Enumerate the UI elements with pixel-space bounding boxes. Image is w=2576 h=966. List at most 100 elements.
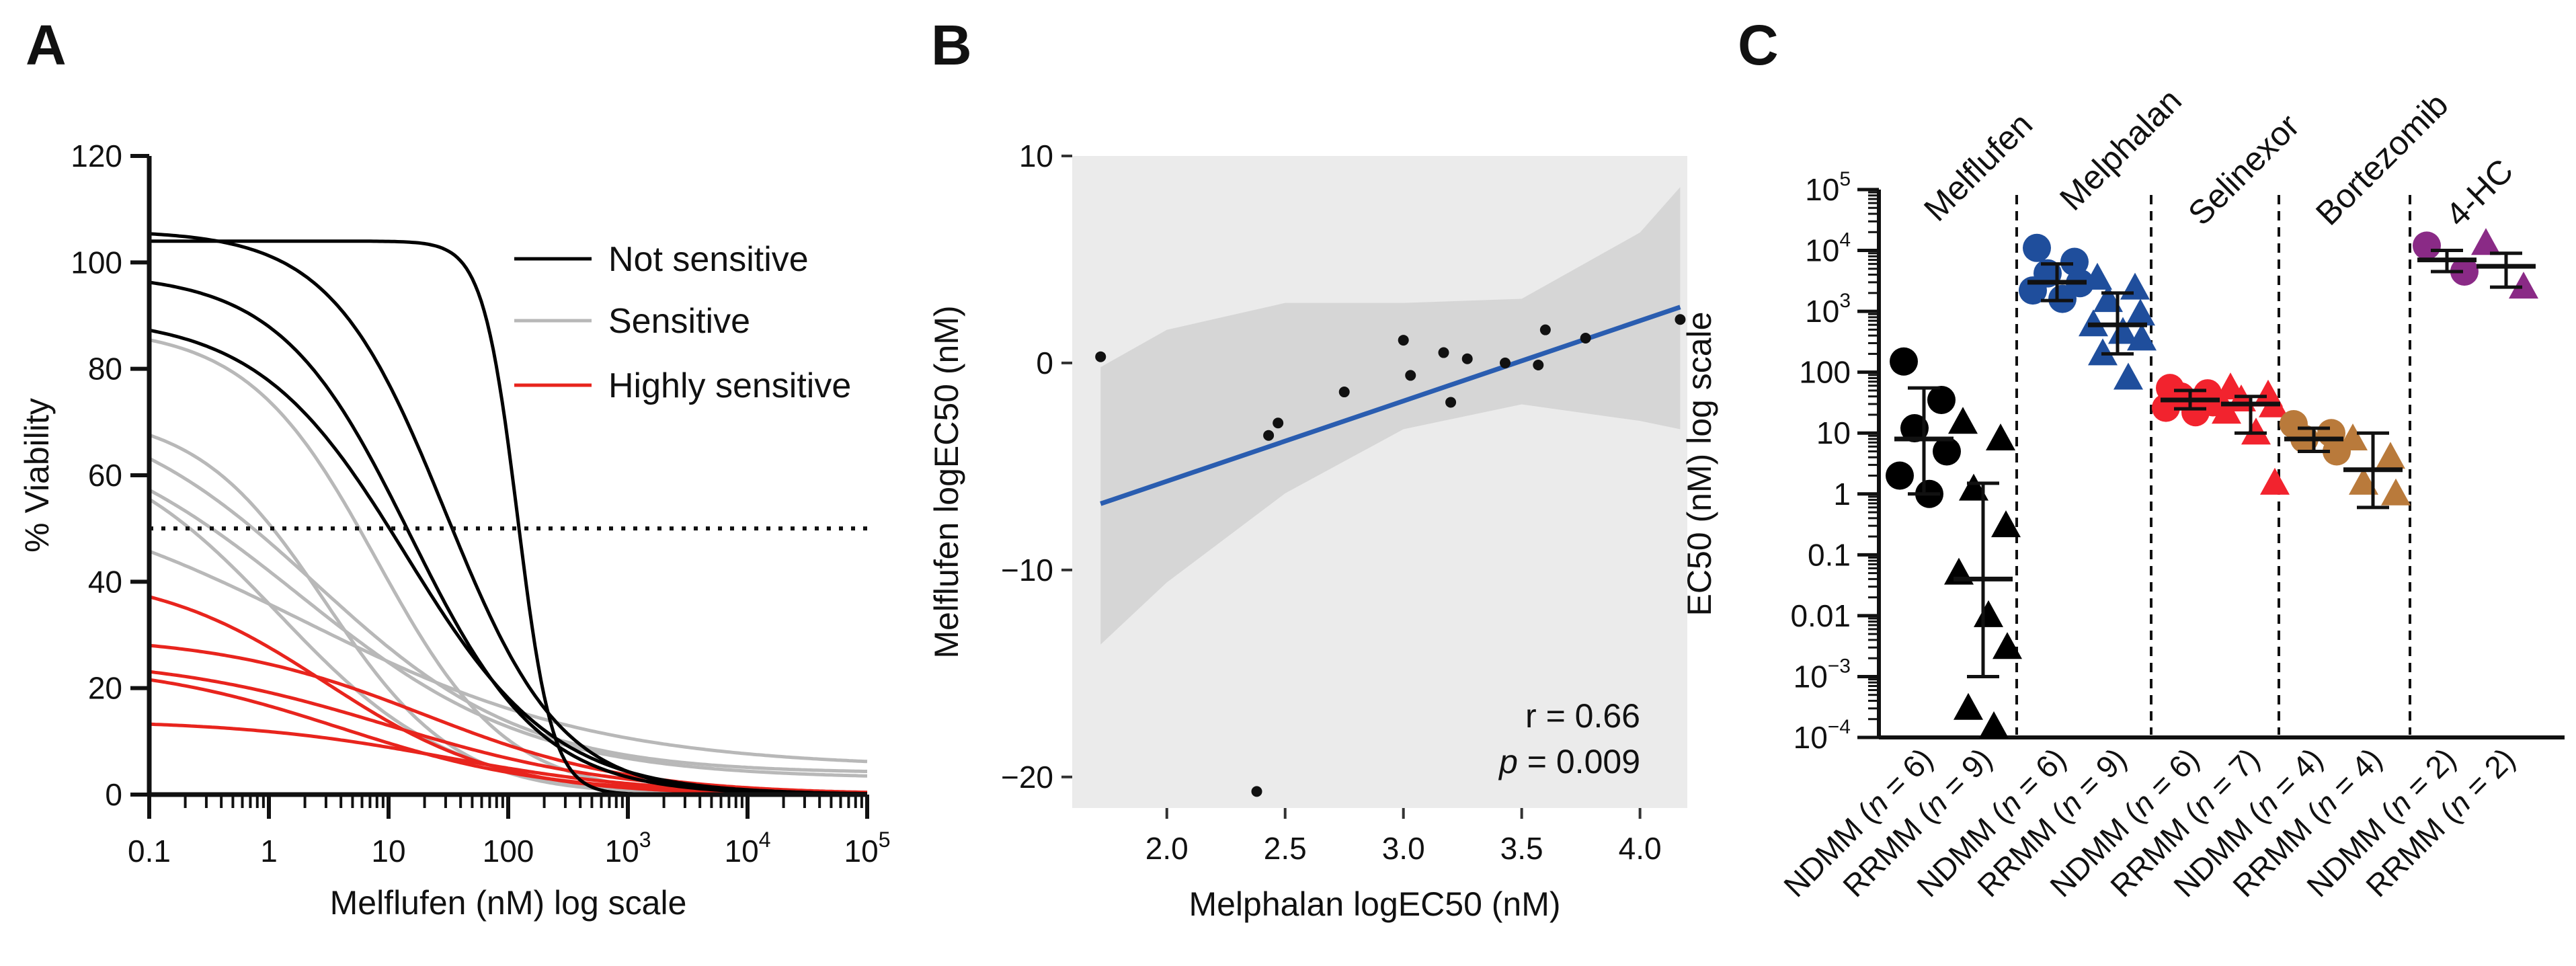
x-tick-label-2-5: 2.5 [1264, 831, 1307, 866]
curve-not-sensitive-1 [149, 239, 867, 797]
y-tick-label-10: −10 [1001, 553, 1053, 588]
curve-not-sensitive-4 [149, 328, 868, 796]
scatter-point-5 [1338, 387, 1350, 398]
point-melflufen-rrmm-6 [1974, 600, 2003, 627]
point-melflufen-rrmm-9 [1979, 711, 2009, 739]
x-axis-label: Melphalan logEC50 (nM) [1189, 885, 1560, 923]
y-tick-label-0-01: 0.01 [1790, 598, 1851, 633]
point-melphalan-rrmm-7 [2127, 323, 2157, 351]
point-melflufen-rrmm-4 [1991, 510, 2021, 538]
scatter-point-4 [1273, 417, 1284, 429]
y-tick-label-10-3: 10−3 [1794, 655, 1851, 694]
scatter-point-12 [1533, 360, 1544, 371]
curve-highly-sensitive-11 [149, 595, 868, 796]
y-tick-label-100: 100 [1799, 355, 1851, 390]
p-value-number: = 0.009 [1518, 743, 1640, 780]
point-bortezomib-rrmm-3 [2349, 467, 2378, 495]
drug-name-4-hc: 4-HC [2438, 152, 2520, 234]
drug-name-selinexor: Selinexor [2181, 107, 2306, 233]
x-tick-label-0-1: 0.1 [128, 834, 171, 869]
point-selinexor-rrmm-5 [2212, 397, 2241, 424]
point-melflufen-ndmm-3 [1900, 414, 1929, 443]
legend-label-highly-sensitive: Highly sensitive [608, 366, 851, 405]
p-symbol: p [1498, 743, 1518, 780]
panel-b: B 10 0 −10 −20 2.0 2.5 3.0 3.5 4.0 r = 0.66 p =… [928, 13, 1687, 923]
error-bars [1894, 249, 2536, 678]
x-tick-label-4-0: 4.0 [1619, 831, 1662, 866]
y-axis-label: % Viability [18, 398, 56, 553]
scatter-point-14 [1580, 332, 1591, 344]
scatter-points [1095, 314, 1686, 797]
point-bortezomib-rrmm-1 [2338, 423, 2368, 450]
viability-curves [148, 232, 868, 797]
scatter-point-7 [1405, 370, 1416, 381]
y-tick-label-10-4: 10−4 [1794, 716, 1851, 755]
y-tick-label-0: 0 [1036, 346, 1053, 380]
legend-label-not-sensitive: Not sensitive [608, 240, 809, 279]
panel-letter-b: B [931, 13, 972, 77]
curve-sensitive-8 [148, 497, 867, 796]
panel-letter-c: C [1738, 13, 1779, 77]
point-melphalan-rrmm-3 [2093, 285, 2123, 313]
point-melflufen-ndmm-4 [1933, 437, 1961, 466]
scatter-point-6 [1398, 335, 1409, 346]
point-melflufen-rrmm-3 [1959, 473, 1988, 501]
y-tick-label-120: 120 [71, 138, 122, 173]
point-melphalan-rrmm-8 [2088, 338, 2118, 366]
drug-separators [2015, 195, 2411, 735]
y-tick-label-0-1: 0.1 [1808, 537, 1851, 572]
scatter-point-15 [1675, 314, 1686, 325]
point-melflufen-rrmm-8 [1954, 692, 1983, 720]
point-melphalan-ndmm-1 [2023, 233, 2051, 262]
point-melflufen-ndmm-5 [1886, 461, 1914, 490]
legend: Not sensitive Sensitive Highly sensitive [514, 240, 851, 405]
drug-name-melflufen: Melflufen [1917, 106, 2040, 229]
scatter-point-13 [1539, 324, 1551, 335]
group-labels: NDMM (n = 6)RRMM (n = 9)NDMM (n = 6)RRMM… [1777, 741, 2522, 903]
y-tick-label-10-4: 104 [1805, 229, 1851, 268]
x-tick-label-3-0: 3.0 [1382, 831, 1425, 866]
y-tick-label-10-5: 105 [1805, 168, 1851, 207]
x-tick-label-10-4: 104 [725, 828, 771, 869]
p-value: p = 0.009 [1498, 743, 1640, 780]
y-tick-label-10-3: 103 [1805, 290, 1851, 329]
curve-sensitive-9 [149, 549, 868, 764]
scatter-point-3 [1263, 430, 1275, 441]
point-4-hc-rrmm-1 [2471, 228, 2501, 255]
y-tick-label-0: 0 [105, 777, 122, 812]
x-tick-label-3-5: 3.5 [1500, 831, 1543, 866]
point-melphalan-rrmm-6 [2108, 317, 2138, 344]
curve-not-sensitive-3 [149, 280, 867, 796]
drug-name-melphalan: Melphalan [2052, 81, 2189, 218]
y-axis-ticks: 10−4 10−3 0.01 0.1 1 10 100 103 104 105 [1790, 168, 1879, 755]
scatter-point-10 [1461, 353, 1473, 364]
y-tick-label-20: 20 [88, 671, 122, 706]
x-tick-label-10-3: 103 [605, 828, 651, 869]
scatter-point-1 [1095, 351, 1106, 362]
y-axis-label: Melflufen logEC50 (nM) [928, 305, 965, 658]
correlation-r: r = 0.66 [1525, 697, 1640, 735]
y-axis-label: EC50 (nM) log scale [1681, 312, 1718, 616]
x-axis-ticks: 2.0 2.5 3.0 3.5 4.0 [1145, 808, 1662, 866]
y-axis-ticks: 10 0 −10 −20 [1001, 138, 1072, 795]
x-tick-label-10-5: 105 [844, 828, 891, 869]
x-tick-label-2-0: 2.0 [1145, 831, 1189, 866]
scatter-point-9 [1445, 397, 1457, 408]
y-tick-label-10: 10 [1019, 138, 1053, 173]
panel-c: C 10−4 10−3 0.01 0.1 1 10 100 103 104 105 EC50 (n… [1681, 13, 2565, 903]
y-tick-label-20: −20 [1001, 760, 1053, 795]
x-axis-label: Melflufen (nM) log scale [330, 884, 687, 922]
legend-label-sensitive: Sensitive [608, 302, 750, 341]
point-selinexor-rrmm-7 [2260, 467, 2290, 495]
point-4-hc-ndmm-1 [2413, 231, 2441, 260]
point-melflufen-rrmm-1 [1948, 407, 1978, 434]
curve-sensitive-7 [148, 488, 868, 778]
point-bortezomib-rrmm-2 [2376, 442, 2405, 469]
point-melflufen-ndmm-2 [1927, 385, 1956, 414]
drug-name-bortezomib: Bortezomib [2308, 85, 2455, 232]
point-selinexor-ndmm-6 [2181, 398, 2210, 427]
point-melflufen-ndmm-1 [1890, 347, 1918, 376]
point-melphalan-rrmm-9 [2114, 362, 2143, 390]
y-tick-label-60: 60 [88, 458, 122, 493]
